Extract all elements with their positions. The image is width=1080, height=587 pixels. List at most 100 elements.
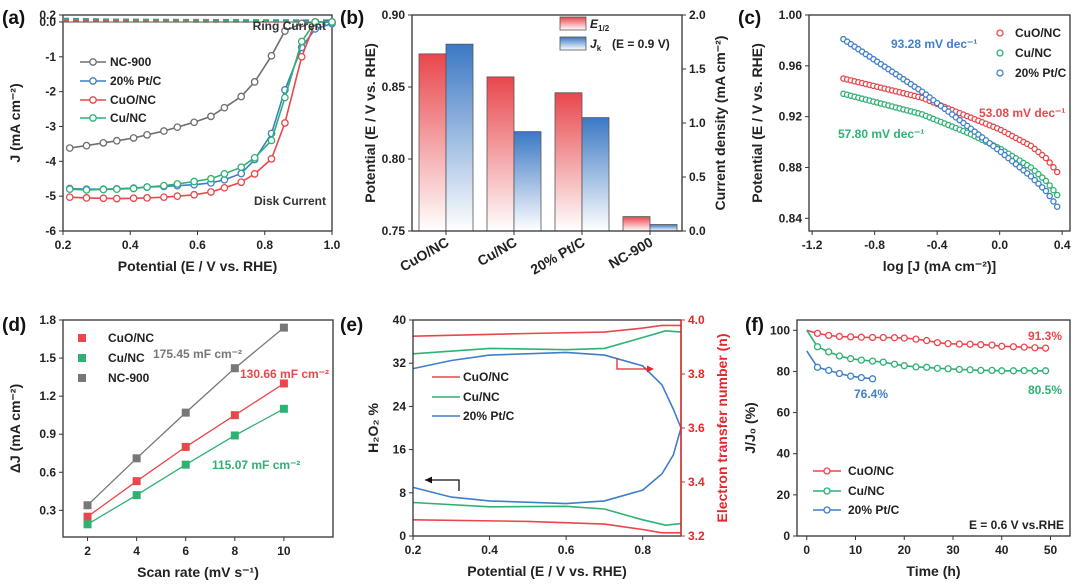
x-tick-label: 0.6 [189,238,206,252]
data-point [923,363,931,371]
x-tick-label: 10 [277,544,291,558]
data-point [190,118,198,127]
data-point [890,360,899,368]
data-point [900,362,908,370]
legend-label: CuO/NC [108,331,154,345]
data-point [1046,159,1053,166]
data-point [868,333,877,342]
x-tick-label: -0.4 [927,238,948,252]
data-point [181,442,190,451]
data-point [143,130,151,139]
data-point [281,119,289,127]
data-point [82,194,91,202]
data-point [868,375,877,383]
legend-marker [78,374,86,382]
data-point [835,332,844,341]
y-axis-label: ΔJ (mA cm⁻²) [7,384,23,473]
data-point [857,373,865,382]
y-tick-label: 0 [783,529,790,543]
data-point [181,460,190,469]
data-point [297,19,306,28]
legend-marker [996,69,1004,77]
bar-jk [581,117,610,232]
y-tick-label: 0.92 [779,110,803,124]
category-label: NC-900 [606,234,656,272]
data-point [1042,177,1050,185]
data-point [279,404,288,413]
y-axis-label: H₂O₂ % [365,403,381,453]
data-point [99,185,108,194]
y-tick-label: 60 [777,406,791,420]
y-tick-label: 1.8 [39,313,56,327]
data-point [65,185,74,194]
y-tick-label: 0.84 [779,211,803,225]
legend-label: 20% Pt/C [848,503,900,517]
data-point [825,366,833,375]
legend-swatch [559,36,587,51]
data-point [267,136,276,145]
y-tick-label: 0.6 [39,465,56,479]
data-point [900,334,908,342]
data-point [99,194,108,203]
data-point [281,93,289,102]
y-tick-label: 8 [399,486,406,500]
data-point [1009,343,1018,351]
y-tick-label: 4.0 [688,313,705,327]
data-point [1050,164,1057,171]
y-tick-label: 16 [393,443,407,457]
legend-marker [89,58,97,66]
data-point [220,103,229,112]
data-point [160,181,168,190]
x-axis-label: Potential (E / V vs. RHE) [467,563,626,579]
legend-label: Cu/NC [1015,46,1052,60]
data-point [143,194,151,202]
data-point [237,178,246,187]
x-tick-label: 0.0 [991,238,1008,252]
y-tick-label: 3.8 [688,367,705,381]
x-axis-label: Potential (E / V vs. RHE) [118,258,277,274]
data-point [1053,168,1061,176]
data-point [279,323,288,332]
bar-e-half [418,53,447,232]
data-point [977,366,985,375]
data-point [328,18,336,26]
annotation: 93.28 mV dec⁻¹ [891,37,977,51]
y-tick-label: 1.5 [689,62,706,76]
data-point [846,333,855,341]
data-point [237,163,246,172]
category-label: CuO/NC [397,234,451,275]
data-point [279,379,288,388]
data-point [230,364,239,373]
data-point [267,51,276,60]
legend-marker [89,96,97,104]
data-point [835,352,844,360]
annotation: 130.66 mF cm⁻² [240,367,329,381]
y-axis-label: Potential (E / V vs. RHE) [749,43,765,202]
legend-label: CuO/NC [848,464,894,478]
annotation: 53.08 mV dec⁻¹ [979,106,1065,120]
y-tick-label: 0.90 [382,8,406,22]
y-tick-label: -5 [45,189,56,203]
plot-frame [62,319,334,538]
legend-swatch [559,16,587,31]
y-tick-label: 0.5 [689,170,706,184]
data-point [955,365,963,374]
legend-label: CuO/NC [463,370,509,384]
y-tick-label: 80 [777,364,791,378]
h2o2-line [412,501,682,527]
data-point [1042,187,1050,195]
data-point [944,365,952,373]
data-point [82,186,91,194]
data-point [82,141,91,150]
data-point [65,144,74,152]
legend-label: Cu/NC [108,351,145,365]
data-point [267,155,276,163]
plot-frame [796,319,1071,537]
data-point [83,501,92,510]
data-point [129,134,138,142]
data-point [1027,173,1035,180]
arrow-head [425,476,432,484]
y-tick-label: 0.88 [779,160,803,174]
y-tick-label: 0.96 [779,59,803,73]
data-point [1041,367,1050,375]
